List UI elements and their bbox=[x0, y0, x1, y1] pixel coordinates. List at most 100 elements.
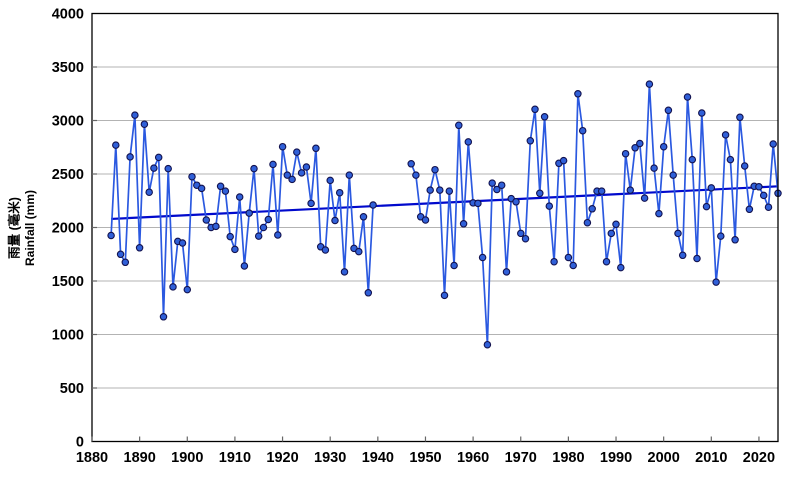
data-point bbox=[502, 268, 511, 276]
x-tick-label: 1910 bbox=[219, 450, 251, 466]
data-point bbox=[702, 202, 711, 211]
data-point bbox=[212, 222, 220, 231]
data-point bbox=[274, 231, 282, 239]
data-point bbox=[197, 184, 206, 193]
x-tick-label: 2020 bbox=[743, 450, 775, 466]
y-axis-title-english: Rainfall (mm) bbox=[23, 189, 37, 267]
data-point bbox=[412, 171, 420, 179]
data-point bbox=[297, 169, 306, 177]
data-point bbox=[436, 186, 444, 194]
data-point bbox=[321, 246, 330, 254]
data-point bbox=[683, 93, 692, 101]
x-tick-label: 1920 bbox=[266, 450, 298, 466]
data-point bbox=[474, 199, 482, 208]
x-tick-label: 1890 bbox=[124, 450, 156, 466]
data-point bbox=[607, 229, 616, 238]
data-point bbox=[650, 164, 658, 172]
data-point bbox=[617, 263, 625, 272]
data-point bbox=[588, 205, 596, 213]
data-point bbox=[545, 202, 554, 210]
data-point bbox=[536, 189, 544, 198]
data-point bbox=[283, 171, 292, 179]
data-point bbox=[326, 176, 334, 185]
data-point bbox=[250, 164, 258, 173]
data-point bbox=[340, 268, 349, 276]
data-point bbox=[107, 231, 115, 240]
data-point bbox=[245, 209, 253, 217]
data-point bbox=[688, 155, 697, 164]
data-point bbox=[235, 193, 244, 201]
x-tick-label: 2010 bbox=[695, 450, 727, 466]
data-point bbox=[602, 257, 611, 266]
x-tick-label: 1880 bbox=[76, 450, 108, 466]
data-point bbox=[478, 253, 487, 262]
data-point bbox=[755, 183, 763, 191]
data-point bbox=[759, 191, 768, 200]
data-point bbox=[645, 80, 654, 88]
data-point bbox=[307, 199, 315, 208]
data-point bbox=[745, 205, 754, 214]
data-point bbox=[564, 253, 573, 262]
data-point bbox=[355, 247, 363, 256]
data-point bbox=[202, 216, 211, 224]
data-point bbox=[597, 187, 606, 195]
data-point bbox=[288, 175, 296, 184]
data-point bbox=[497, 181, 506, 189]
data-point bbox=[221, 187, 230, 195]
y-tick-label: 0 bbox=[76, 435, 84, 451]
data-point bbox=[188, 172, 196, 181]
data-point bbox=[421, 216, 430, 224]
data-point bbox=[335, 188, 344, 197]
y-tick-label: 3000 bbox=[52, 114, 84, 130]
x-tick-label: 1960 bbox=[457, 450, 489, 466]
data-point bbox=[659, 142, 668, 151]
data-point bbox=[407, 160, 415, 168]
data-point bbox=[464, 138, 473, 146]
data-point bbox=[631, 144, 639, 152]
data-point bbox=[712, 278, 720, 286]
data-point bbox=[231, 245, 239, 254]
data-point bbox=[131, 111, 139, 119]
data-point bbox=[636, 139, 644, 148]
data-point bbox=[240, 262, 249, 270]
data-point bbox=[135, 244, 144, 252]
data-point bbox=[731, 236, 739, 244]
data-point bbox=[669, 171, 677, 179]
data-point bbox=[459, 220, 468, 228]
data-point bbox=[254, 232, 263, 240]
data-point bbox=[655, 209, 663, 218]
data-point bbox=[521, 234, 530, 243]
x-tick-label: 1980 bbox=[552, 450, 584, 466]
data-point bbox=[698, 109, 706, 117]
y-tick-label: 2500 bbox=[52, 167, 84, 183]
data-point bbox=[717, 232, 725, 240]
data-point bbox=[674, 229, 682, 238]
data-point bbox=[569, 261, 577, 270]
data-point bbox=[445, 187, 454, 195]
data-point bbox=[364, 289, 373, 297]
data-point bbox=[150, 164, 158, 172]
data-point bbox=[531, 105, 539, 114]
data-point bbox=[621, 149, 630, 158]
data-point bbox=[145, 188, 153, 196]
data-point bbox=[154, 153, 163, 162]
x-tick-label: 1970 bbox=[505, 450, 537, 466]
data-point bbox=[293, 148, 301, 156]
data-point bbox=[226, 232, 234, 241]
data-point bbox=[540, 113, 549, 121]
rainfall-line bbox=[410, 83, 779, 346]
x-tick-label: 1940 bbox=[362, 450, 394, 466]
data-point bbox=[345, 171, 354, 179]
data-point bbox=[359, 213, 368, 221]
data-point bbox=[678, 251, 687, 260]
data-point bbox=[483, 340, 492, 349]
data-point bbox=[159, 313, 168, 321]
data-point bbox=[369, 201, 377, 209]
data-point bbox=[517, 229, 525, 238]
y-tick-label: 2000 bbox=[52, 221, 84, 237]
y-tick-label: 1500 bbox=[52, 274, 84, 290]
data-point bbox=[740, 162, 749, 170]
data-point bbox=[612, 220, 620, 229]
data-point bbox=[578, 126, 587, 135]
